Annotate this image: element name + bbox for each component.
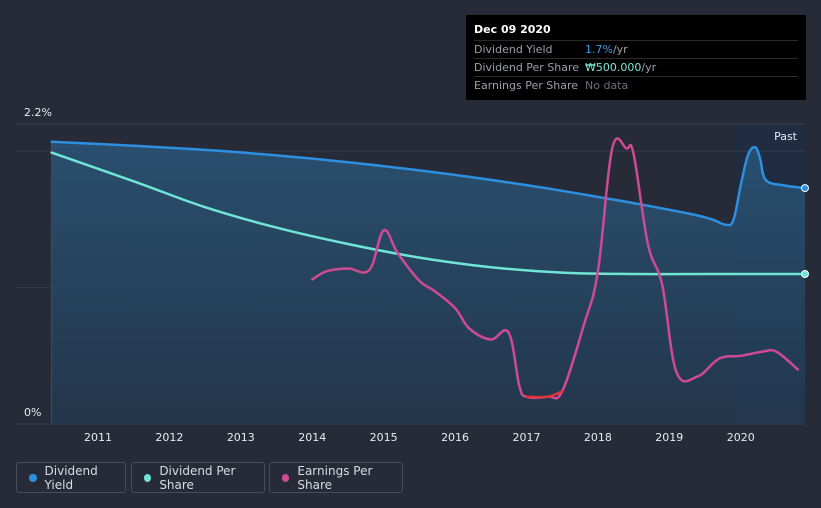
tooltip-label: Earnings Per Share [474,79,579,92]
dividend-yield-line [50,140,807,227]
x-tick-label: 2012 [155,431,183,444]
tooltip-suffix: /yr [612,43,628,56]
earnings-negative-segment [525,390,564,399]
legend-dividend-per-share[interactable]: Dividend Per Share [131,462,265,493]
legend-label: Earnings Per Share [297,463,373,492]
x-tick-label: 2013 [227,431,255,444]
x-tick-label: 2018 [584,431,612,444]
tooltip-label: Dividend Yield [474,43,553,56]
tooltip-value: No data [585,79,629,92]
circle-icon [144,473,152,482]
x-tick-label: 2017 [512,431,540,444]
circle-icon [29,473,37,482]
dividend-yield-end-marker [801,184,809,193]
x-tick-label: 2016 [441,431,469,444]
past-label: Past [774,130,798,143]
tooltip-value: 1.7% [585,43,613,56]
y-tick-label-bottom: 0% [24,406,41,419]
x-tick-label: 2014 [298,431,326,444]
dividend-per-share-end-marker [801,270,809,278]
legend-label: Dividend Per Share [159,463,236,492]
legend-label: Dividend Yield [44,463,98,492]
tooltip-row-earnings-per-share: Earnings Per Share No data [474,76,798,94]
x-tick-label: 2011 [84,431,112,444]
tooltip-row-dividend-per-share: Dividend Per Share ₩500.000 /yr [474,58,798,76]
legend-earnings-per-share[interactable]: Earnings Per Share [269,462,403,493]
tooltip-suffix: /yr [641,61,657,74]
tooltip-label: Dividend Per Share [474,61,580,74]
circle-icon [282,473,290,482]
chart-tooltip: Dec 09 2020 Dividend Yield 1.7% /yr Divi… [466,15,806,100]
x-tick-label: 2019 [655,431,683,444]
tooltip-date: Dec 09 2020 [474,23,551,36]
tooltip-value: ₩500.000 [585,61,642,74]
x-tick-label: 2015 [370,431,398,444]
tooltip-row-dividend-yield: Dividend Yield 1.7% /yr [474,40,798,58]
dividend-yield-area [51,141,806,424]
y-tick-label-top: 2.2% [24,106,52,119]
x-tick-label: 2020 [727,431,755,444]
legend-dividend-yield[interactable]: Dividend Yield [16,462,126,493]
